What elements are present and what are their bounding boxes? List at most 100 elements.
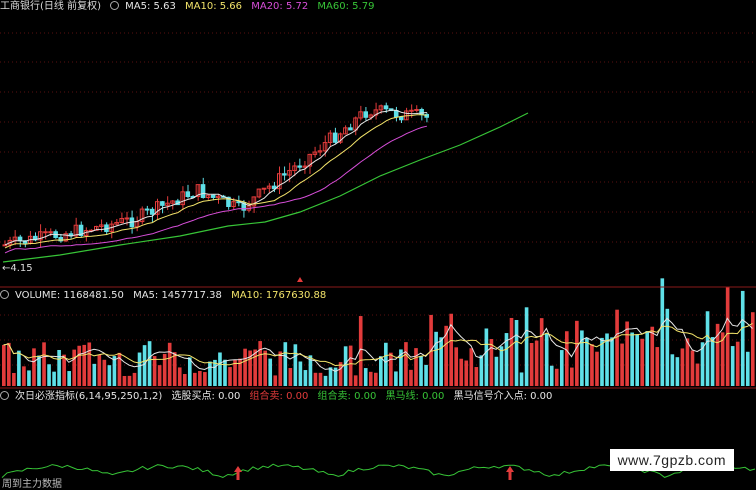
volume-bar: [348, 345, 353, 386]
candle-body: [271, 185, 277, 190]
volume-bar: [32, 348, 36, 386]
candle-body: [63, 233, 69, 242]
volume-bar: [77, 345, 82, 386]
indicator-settings-icon[interactable]: [0, 391, 9, 400]
volume-bar: [248, 350, 252, 386]
volume-bar: [695, 363, 700, 386]
volume-bar: [7, 342, 11, 386]
volume-bar: [223, 359, 227, 386]
volume-bar: [303, 370, 308, 386]
candle-body: [266, 185, 272, 189]
candle-body: [353, 117, 358, 131]
volume-bar: [379, 356, 383, 386]
volume-bar: [177, 367, 182, 386]
candle-body: [363, 111, 368, 118]
candle-body: [307, 153, 313, 167]
volume-bar: [655, 347, 660, 386]
volume-bar: [590, 344, 594, 386]
volume-bar: [394, 371, 398, 386]
candle-body: [210, 194, 216, 198]
volume-bar: [107, 365, 112, 386]
candle-body: [155, 201, 160, 215]
volume-bar: [203, 372, 207, 386]
volume-bar: [373, 372, 378, 386]
volume-bar: [147, 341, 152, 386]
volume-bar: [268, 358, 273, 386]
volume-bar: [700, 342, 705, 386]
candle-body: [2, 244, 8, 247]
candle-body: [7, 239, 13, 246]
volume-bar: [484, 328, 489, 386]
volume-bar: [454, 347, 459, 386]
volume-bar: [92, 363, 97, 386]
volume-bar: [293, 344, 298, 386]
volume-bar: [47, 364, 51, 386]
candle-body: [48, 231, 53, 234]
volume-bar: [67, 371, 71, 386]
volume-bar: [218, 352, 222, 386]
volume-bar: [313, 372, 318, 386]
moving-average-lines: [2, 109, 529, 263]
volume-bar: [22, 366, 26, 386]
volume-bar: [459, 358, 464, 386]
candle-body: [256, 188, 262, 198]
candle-body: [114, 221, 119, 225]
buy-arrow-icon: [506, 466, 514, 480]
candle-body: [358, 111, 363, 119]
volume-bar: [444, 325, 448, 386]
volume-bar: [469, 348, 474, 386]
volume-bar: [554, 368, 559, 386]
candle-body: [399, 116, 404, 121]
volume-bar: [635, 334, 639, 386]
volume-bar: [720, 332, 725, 386]
price-panel-header: 工商银行(日线 前复权) MA5: 5.63 MA10: 5.66 MA20: …: [0, 0, 380, 13]
candle-body: [292, 165, 297, 172]
volume-bar: [389, 352, 393, 386]
volume-bar: [353, 375, 358, 386]
ma-line: [4, 125, 428, 254]
settings-gear-icon[interactable]: [110, 1, 120, 10]
volume-ma-line: [3, 322, 753, 367]
volume-bar: [142, 345, 147, 386]
low-price-label: ←4.15: [2, 263, 33, 274]
candle-body: [261, 187, 267, 190]
volume-ma10-label: MA10: 1767630.88: [231, 290, 327, 301]
volume-bar: [213, 359, 217, 386]
volume-bar: [122, 375, 127, 386]
panel-separators: [0, 286, 756, 389]
signal-marker-icon: [297, 277, 303, 282]
candle-body: [216, 195, 221, 198]
candle-body: [78, 224, 84, 236]
volume-bar: [600, 337, 604, 386]
indicator-panel-header: 次日必涨指标(6,14,95,250,1,2) 选股买点: 0.00 组合卖: …: [0, 390, 558, 403]
volume-bar: [479, 355, 484, 386]
candle-body: [424, 114, 429, 118]
volume-bar: [474, 367, 479, 386]
volume-bar: [167, 342, 172, 386]
volume-settings-icon[interactable]: [0, 290, 9, 299]
volume-bar: [132, 372, 137, 386]
volume-bar: [675, 357, 680, 386]
volume-bar: [464, 360, 469, 386]
volume-bar: [549, 365, 554, 386]
volume-bar: [715, 323, 720, 386]
volume-bar: [384, 342, 388, 386]
volume-bar: [52, 371, 56, 386]
candle-body: [17, 236, 23, 242]
volume-bar: [529, 342, 534, 386]
volume-bar: [640, 338, 645, 386]
candle-body: [302, 165, 307, 168]
volume-bar: [343, 346, 348, 386]
candle-body: [160, 201, 165, 206]
ma5-label: MA5: 5.63: [125, 1, 176, 12]
candle-body: [94, 225, 99, 231]
volume-bar: [610, 337, 614, 386]
ma60-line: [2, 112, 529, 263]
volume-bar: [419, 356, 423, 386]
volume-bar: [62, 354, 66, 386]
volume-bar: [228, 367, 232, 386]
volume-bar: [328, 367, 333, 386]
ma-line: [4, 109, 427, 246]
volume-bar: [127, 375, 132, 386]
